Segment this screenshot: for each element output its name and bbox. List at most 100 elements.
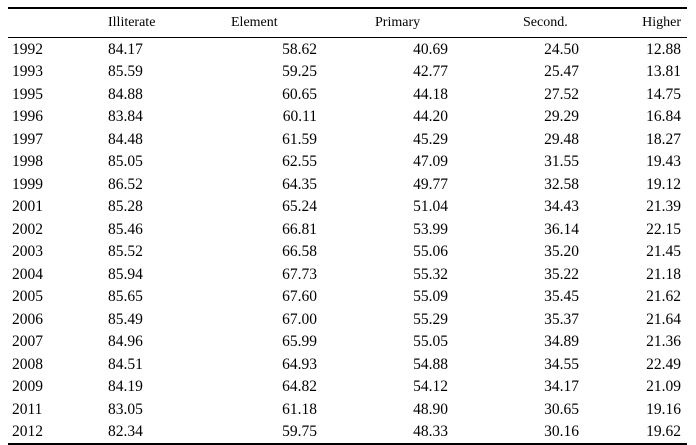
cell-higher: 18.27: [646, 130, 681, 148]
header-higher: Higher: [642, 15, 681, 30]
cell-year: 1999: [12, 175, 43, 193]
table-row: 1996 83.84 60.11 44.20 29.29 16.84: [8, 106, 687, 129]
cell-primary: 55.09: [413, 288, 448, 305]
cell-year: 1995: [12, 85, 43, 103]
cell-second: 25.47: [544, 63, 579, 80]
data-table: Illiterate Element Primary Second. Highe…: [8, 7, 687, 445]
cell-illiterate: 85.52: [108, 243, 143, 260]
cell-year: 2007: [12, 333, 43, 350]
cell-year: 1992: [12, 40, 43, 58]
cell-primary: 55.32: [413, 265, 448, 283]
table-row: 2008 84.51 64.93 54.88 34.55 22.49: [8, 353, 687, 376]
cell-primary: 49.77: [413, 175, 448, 193]
table-row: 1992 84.17 58.62 40.69 24.50 12.88: [8, 38, 687, 61]
cell-illiterate: 83.84: [108, 108, 143, 125]
table-row: 2007 84.96 65.99 55.05 34.89 21.36: [8, 331, 687, 354]
cell-illiterate: 85.65: [108, 288, 143, 305]
cell-primary: 45.29: [413, 130, 448, 148]
cell-element: 58.62: [282, 40, 317, 58]
data-table-container: Illiterate Element Primary Second. Highe…: [8, 7, 687, 445]
table-header: Illiterate Element Primary Second. Highe…: [8, 8, 687, 38]
cell-illiterate: 85.46: [108, 220, 143, 238]
cell-element: 65.99: [282, 333, 317, 350]
cell-illiterate: 86.52: [108, 175, 143, 193]
cell-primary: 51.04: [413, 198, 448, 215]
cell-primary: 47.09: [413, 153, 448, 170]
cell-element: 60.11: [282, 108, 317, 125]
cell-element: 60.65: [282, 85, 317, 103]
table-row: 2009 84.19 64.82 54.12 34.17 21.09: [8, 376, 687, 399]
cell-second: 34.17: [544, 378, 579, 395]
cell-second: 30.16: [544, 423, 579, 440]
cell-second: 32.58: [544, 175, 579, 193]
cell-year: 2005: [12, 288, 43, 305]
cell-year: 2003: [12, 243, 43, 260]
cell-second: 36.14: [544, 220, 579, 238]
table-row: 1995 84.88 60.65 44.18 27.52 14.75: [8, 83, 687, 106]
cell-element: 59.75: [282, 423, 317, 440]
table-row: 2004 85.94 67.73 55.32 35.22 21.18: [8, 263, 687, 286]
cell-higher: 21.18: [646, 265, 681, 283]
cell-year: 2012: [12, 423, 43, 440]
cell-year: 1996: [12, 108, 43, 125]
cell-higher: 12.88: [646, 40, 681, 58]
cell-second: 29.48: [544, 130, 579, 148]
cell-primary: 54.12: [413, 378, 448, 395]
cell-higher: 16.84: [646, 108, 681, 125]
cell-illiterate: 85.05: [108, 153, 143, 170]
cell-second: 27.52: [544, 85, 579, 103]
cell-illiterate: 85.59: [108, 63, 143, 80]
header-primary: Primary: [375, 15, 421, 30]
cell-primary: 55.29: [413, 310, 448, 328]
table-row: 1998 85.05 62.55 47.09 31.55 19.43: [8, 151, 687, 174]
cell-higher: 21.45: [646, 243, 681, 260]
table-row: 2003 85.52 66.58 55.06 35.20 21.45: [8, 241, 687, 264]
cell-year: 2009: [12, 378, 43, 395]
cell-second: 35.22: [544, 265, 579, 283]
cell-primary: 55.05: [413, 333, 448, 350]
cell-illiterate: 84.17: [108, 40, 143, 58]
cell-second: 34.89: [544, 333, 579, 350]
cell-higher: 22.49: [646, 355, 681, 373]
cell-element: 64.93: [282, 355, 317, 373]
cell-year: 2006: [12, 310, 43, 328]
cell-illiterate: 85.28: [108, 198, 143, 215]
cell-year: 1993: [12, 63, 43, 80]
cell-second: 24.50: [544, 40, 579, 58]
cell-element: 62.55: [282, 153, 317, 170]
cell-second: 29.29: [544, 108, 579, 125]
cell-second: 30.65: [544, 400, 579, 418]
cell-higher: 21.39: [646, 198, 681, 215]
header-row: Illiterate Element Primary Second. Highe…: [8, 8, 687, 38]
table-row: 2011 83.05 61.18 48.90 30.65 19.16: [8, 398, 687, 421]
cell-year: 1997: [12, 130, 43, 148]
table-row: 2006 85.49 67.00 55.29 35.37 21.64: [8, 308, 687, 331]
cell-higher: 19.43: [646, 153, 681, 170]
cell-second: 35.20: [544, 243, 579, 260]
table-row: 1993 85.59 59.25 42.77 25.47 13.81: [8, 61, 687, 84]
cell-year: 2011: [12, 400, 43, 418]
table-row: 2002 85.46 66.81 53.99 36.14 22.15: [8, 218, 687, 241]
cell-primary: 40.69: [413, 40, 448, 58]
cell-year: 2002: [12, 220, 43, 238]
cell-element: 64.35: [282, 175, 317, 193]
cell-higher: 14.75: [646, 85, 681, 103]
cell-element: 61.59: [282, 130, 317, 148]
cell-illiterate: 84.19: [108, 378, 143, 395]
cell-illiterate: 84.96: [108, 333, 143, 350]
cell-primary: 48.33: [413, 423, 448, 440]
cell-second: 34.55: [544, 355, 579, 373]
cell-year: 2004: [12, 265, 43, 283]
cell-higher: 21.62: [646, 288, 681, 305]
cell-illiterate: 84.51: [108, 355, 143, 373]
cell-primary: 48.90: [413, 400, 448, 418]
cell-higher: 21.09: [646, 378, 681, 395]
cell-higher: 19.12: [646, 175, 681, 193]
cell-higher: 21.36: [646, 333, 681, 350]
cell-illiterate: 84.88: [108, 85, 143, 103]
cell-second: 31.55: [544, 153, 579, 170]
cell-higher: 21.64: [646, 310, 681, 328]
cell-year: 1998: [12, 153, 43, 170]
cell-element: 59.25: [282, 63, 317, 80]
cell-year: 2008: [12, 355, 43, 373]
